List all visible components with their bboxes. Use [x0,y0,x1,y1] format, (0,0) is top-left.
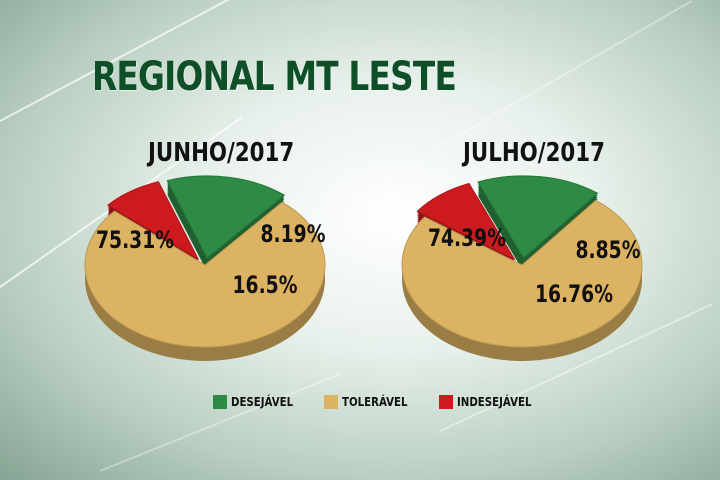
legend-item-desejavel: DESEJÁVEL [213,395,304,409]
slice-label: 75.31% [96,227,174,255]
legend-item-indesejavel: INDESEJÁVEL [439,395,545,409]
pie-slice-indesejavel [416,182,516,261]
legend: DESEJÁVEL TOLERÁVEL INDESEJÁVEL [0,395,720,419]
chart-title-julho: JULHO/2017 [463,138,605,168]
slice-label: 8.19% [261,221,326,249]
pie-slice-desejavel [166,175,286,259]
pie-chart-1: 74.39% 8.85% 16.76% [401,175,643,361]
slice-label: 8.85% [576,237,641,265]
slice-label: 16.5% [233,272,298,300]
legend-label-desejavel: DESEJÁVEL [231,395,294,409]
chart-title-junho: JUNHO/2017 [148,138,295,168]
legend-item-toleravel: TOLERÁVEL [324,395,419,409]
pie-slice-indesejavel [106,181,200,261]
slice-label: 74.39% [428,225,506,253]
pie-slice-desejavel [477,175,599,259]
legend-swatch-desejavel [213,395,227,409]
page-title: REGIONAL MT LESTE [92,54,457,100]
pie-chart-0: 75.31% 8.19% 16.5% [84,175,326,361]
legend-swatch-indesejavel [439,395,453,409]
pie-slice-toleravel [84,201,326,348]
legend-swatch-toleravel [324,395,338,409]
legend-label-indesejavel: INDESEJÁVEL [457,395,532,409]
slice-label: 16.76% [535,281,613,309]
pie-slice-toleravel [401,199,643,348]
legend-label-toleravel: TOLERÁVEL [342,395,408,409]
